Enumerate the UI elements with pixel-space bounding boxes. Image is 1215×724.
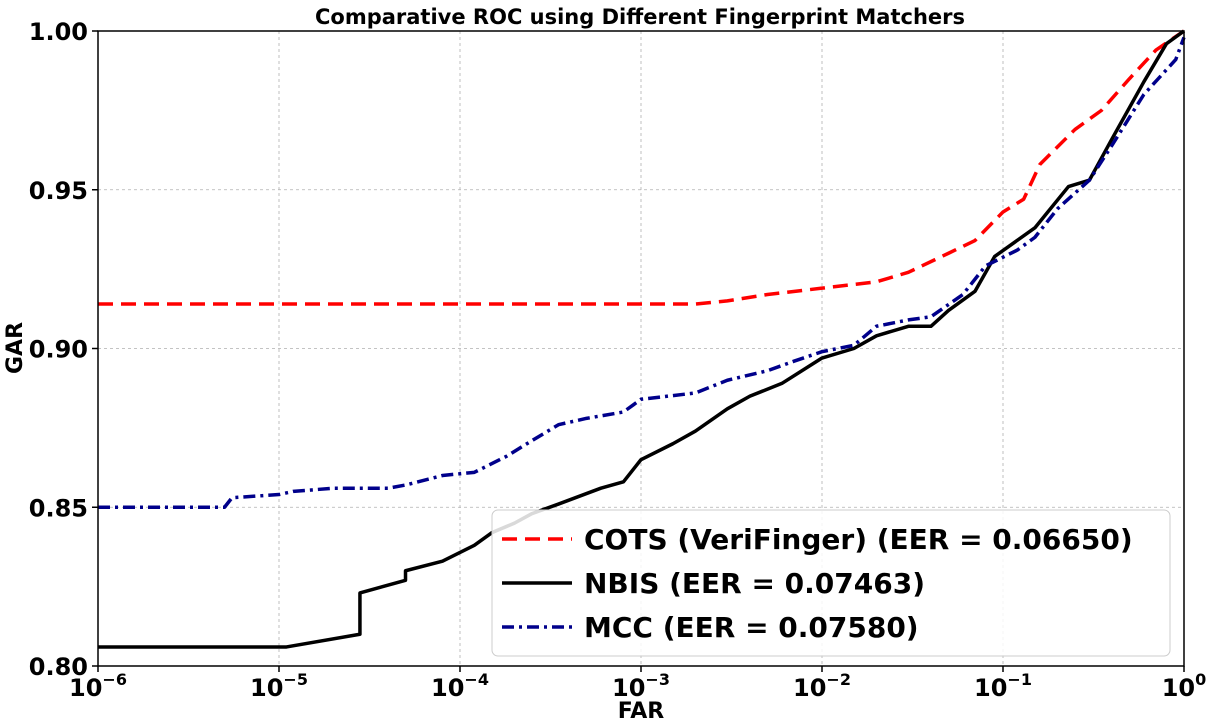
x-tick-label-0: 10−6 [69,670,127,702]
series-line-1 [98,29,1186,649]
y-axis-ticks: 0.80 0.85 0.90 0.95 1.00 [29,18,98,681]
y-tick-label-1: 0.85 [29,494,88,522]
y-axis-label: GAR [3,322,28,374]
y-tick-label-4: 1.00 [29,18,88,46]
x-tick-label-1: 10−5 [250,670,308,702]
y-tick-label-3: 0.95 [29,177,88,205]
legend-box [491,509,1171,657]
x-axis-ticks: 10−6 10−5 10−4 10−3 10−2 10−1 100 [69,666,1206,702]
legend-label-0: COTS (VeriFinger) (EER = 0.06650) [584,523,1133,556]
series-lines [98,29,1186,649]
series-line-2 [98,36,1186,509]
legend: COTS (VeriFinger) (EER = 0.06650) NBIS (E… [491,509,1171,657]
legend-label-1: NBIS (EER = 0.07463) [584,567,925,600]
x-tick-label-5: 10−1 [974,670,1032,702]
legend-label-2: MCC (EER = 0.07580) [584,611,919,644]
chart-title: Comparative ROC using Different Fingerpr… [315,5,965,29]
y-tick-label-0: 0.80 [29,653,88,681]
x-axis-label: FAR [618,699,665,724]
x-tick-label-3: 10−3 [612,670,670,702]
x-tick-label-4: 10−2 [793,670,851,702]
y-tick-label-2: 0.90 [29,336,88,364]
x-tick-label-2: 10−4 [431,670,489,702]
x-tick-label-6: 100 [1162,670,1207,702]
series-line-0 [98,29,1185,306]
